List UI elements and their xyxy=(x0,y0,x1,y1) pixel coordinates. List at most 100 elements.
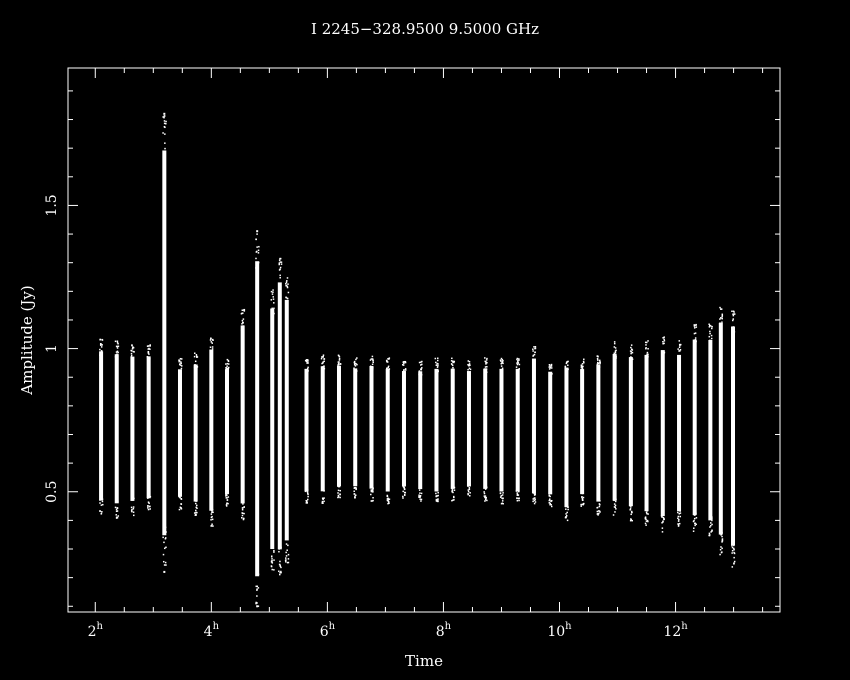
scan-32 xyxy=(580,358,585,507)
scan-point xyxy=(196,504,198,507)
scan-point xyxy=(323,365,325,367)
scan-point xyxy=(404,369,407,371)
scan-point xyxy=(647,340,649,342)
scan-point xyxy=(436,359,439,362)
scan-point xyxy=(337,492,339,494)
scan-point xyxy=(149,495,152,498)
x-tick-label: 6h xyxy=(320,621,336,640)
scan-point xyxy=(285,535,288,538)
scan-point xyxy=(452,499,454,501)
scan-point xyxy=(356,357,358,359)
scan-point xyxy=(450,363,453,365)
scan-point xyxy=(719,306,721,309)
scan-20 xyxy=(385,357,391,505)
scan-point xyxy=(370,368,372,370)
scan-point xyxy=(164,133,166,135)
scan-point xyxy=(485,359,488,361)
scan-point xyxy=(280,571,282,574)
scan-point xyxy=(270,561,273,563)
scan-point xyxy=(597,510,600,512)
scan-point xyxy=(404,368,407,370)
scan-point xyxy=(180,367,183,370)
scan-point xyxy=(148,495,151,498)
scan-point xyxy=(272,298,275,300)
scan-point xyxy=(533,346,535,348)
scan-point xyxy=(694,337,697,339)
scan-point xyxy=(178,494,181,496)
scan-point xyxy=(467,492,469,495)
scan-point xyxy=(402,497,404,499)
scan-point xyxy=(452,360,454,362)
scan-point xyxy=(567,508,569,511)
scan-point xyxy=(661,522,663,524)
y-tick-label: 1.5 xyxy=(44,194,60,216)
scan-point xyxy=(386,489,389,492)
scan-7 xyxy=(193,352,199,516)
scan-point xyxy=(418,496,420,498)
scan-point xyxy=(278,570,280,573)
scan-point xyxy=(549,503,551,506)
scan-point xyxy=(629,509,631,511)
scan-point xyxy=(677,517,679,520)
scan-point xyxy=(467,371,470,374)
scan-point xyxy=(286,280,288,282)
scan-point xyxy=(437,491,439,494)
scan-point xyxy=(241,323,243,325)
scan-point xyxy=(551,499,553,502)
scan-9 xyxy=(224,358,230,507)
scan-point xyxy=(534,501,537,503)
scan-bar xyxy=(692,339,697,516)
scan-point xyxy=(644,356,647,359)
scan-point xyxy=(467,363,469,366)
scan-point xyxy=(116,347,119,349)
scan-point xyxy=(485,496,487,499)
scan-point xyxy=(662,516,665,519)
scan-point xyxy=(499,496,502,498)
scan-23 xyxy=(434,357,439,503)
scan-point xyxy=(565,505,567,508)
scan-point xyxy=(469,368,472,371)
scan-point xyxy=(117,342,119,345)
x-tick-label: 12h xyxy=(663,621,688,640)
scan-point xyxy=(501,502,504,505)
scan-point xyxy=(163,532,166,535)
scan-point xyxy=(731,546,734,549)
scan-19 xyxy=(369,355,374,502)
scan-point xyxy=(284,557,287,559)
scan-point xyxy=(500,365,503,367)
scan-point xyxy=(581,498,584,500)
scan-point xyxy=(644,341,647,344)
scan-point xyxy=(307,366,309,369)
scan-point xyxy=(256,250,258,253)
scan-point xyxy=(453,489,456,491)
scan-point xyxy=(732,314,735,317)
scan-point xyxy=(370,486,372,488)
scan-point xyxy=(565,513,567,515)
scan-point xyxy=(515,490,518,492)
scan-point xyxy=(646,351,649,354)
scan-point xyxy=(662,352,665,355)
scan-point xyxy=(370,493,372,496)
scan-point xyxy=(434,357,437,360)
scan-bar xyxy=(718,322,723,535)
scan-point xyxy=(564,366,567,369)
scan-bar xyxy=(270,308,275,550)
scan-point xyxy=(694,339,697,341)
scan-point xyxy=(679,350,681,352)
scan-point xyxy=(437,369,439,372)
scan-point xyxy=(580,505,582,507)
scan-bar xyxy=(466,371,471,487)
scan-point xyxy=(280,263,283,265)
scan-point xyxy=(500,357,503,360)
scan-point xyxy=(279,565,282,567)
scan-point xyxy=(278,262,281,264)
scan-point xyxy=(692,520,695,523)
scan-point xyxy=(452,491,454,494)
scan-point xyxy=(210,519,212,521)
scan-point xyxy=(630,513,632,516)
scan-point xyxy=(372,359,374,361)
scan-point xyxy=(386,367,388,370)
scan-point xyxy=(597,355,599,357)
scan-point xyxy=(163,115,166,117)
scan-point xyxy=(695,326,698,328)
